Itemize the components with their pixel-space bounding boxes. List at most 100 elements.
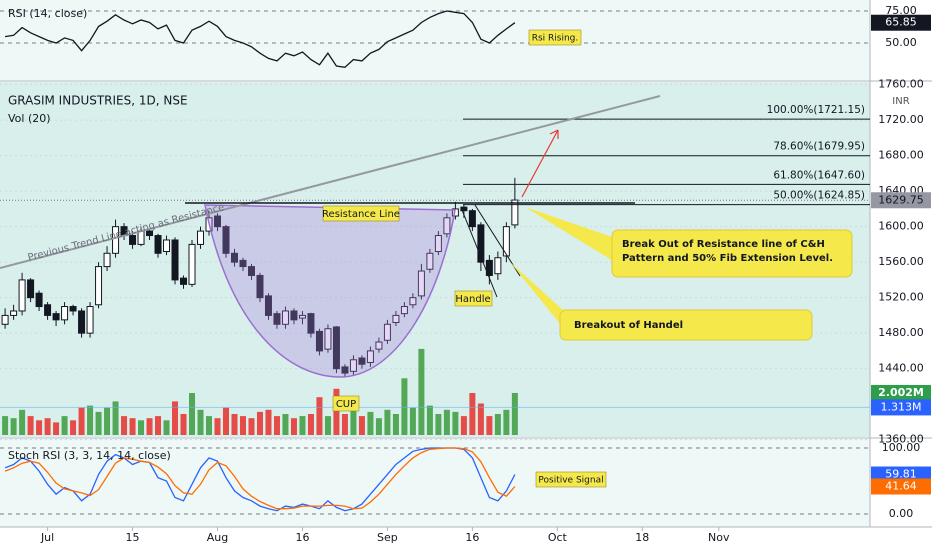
volume-bar bbox=[418, 348, 425, 435]
volume-bar bbox=[239, 416, 246, 435]
handle-line bbox=[474, 204, 521, 277]
annotation: CUP bbox=[336, 399, 356, 410]
candle-body bbox=[180, 277, 188, 285]
x-tick-label: 16 bbox=[465, 531, 479, 544]
candle-body bbox=[18, 279, 26, 312]
candle-body bbox=[52, 313, 60, 321]
candle-body bbox=[417, 270, 425, 297]
y-tick-label: 0.00 bbox=[889, 507, 914, 520]
candle-body bbox=[197, 230, 205, 245]
stoch-title: Stoch RSI (3, 3, 14, 14, close) bbox=[8, 449, 171, 462]
volume-bar bbox=[206, 416, 213, 435]
volume-bar bbox=[138, 420, 145, 435]
candle-body bbox=[112, 226, 120, 254]
volume-bar bbox=[231, 414, 238, 435]
volume-title: Vol (20) bbox=[8, 112, 51, 125]
x-tick-label: Aug bbox=[207, 531, 228, 544]
fib-label: 50.00%(1624.85) bbox=[773, 190, 865, 202]
candle-body bbox=[78, 310, 86, 334]
candle-body bbox=[95, 266, 103, 306]
candle-body bbox=[171, 239, 179, 281]
y-tick-label: 1360.00 bbox=[878, 433, 924, 446]
candle-body bbox=[230, 252, 238, 263]
volume-bar bbox=[78, 407, 85, 435]
candle-body bbox=[511, 199, 519, 226]
candle-body bbox=[485, 259, 493, 276]
candle-body bbox=[129, 235, 137, 245]
volume-bar bbox=[265, 409, 272, 435]
candle-body bbox=[383, 323, 391, 341]
candle-body bbox=[146, 230, 154, 237]
candle-body bbox=[290, 310, 298, 321]
fib-label: 100.00%(1721.15) bbox=[767, 104, 865, 116]
annotation: Handle bbox=[455, 294, 490, 305]
arrow-head bbox=[549, 129, 559, 139]
callout-text: Breakout of Handel bbox=[574, 320, 683, 331]
candle-body bbox=[443, 217, 451, 235]
candle-body bbox=[222, 226, 230, 254]
candle-body bbox=[264, 295, 272, 316]
y-tick-label: 1560.00 bbox=[878, 255, 924, 268]
callout-pointer bbox=[525, 207, 615, 262]
volume-bar bbox=[146, 418, 153, 435]
y-tick-label: 1600.00 bbox=[878, 220, 924, 233]
volume-bar bbox=[2, 416, 9, 435]
volume-bar bbox=[19, 409, 26, 435]
candle-body bbox=[358, 357, 366, 365]
y-tick-label: 1480.00 bbox=[878, 326, 924, 339]
volume-bar bbox=[401, 378, 408, 435]
candle-body bbox=[163, 239, 171, 253]
candle-body bbox=[307, 313, 315, 334]
last-value-label: 65.85 bbox=[885, 16, 917, 29]
candle-body bbox=[154, 235, 162, 254]
volume-bar bbox=[197, 409, 204, 435]
candle-body bbox=[332, 326, 340, 370]
volume-bar bbox=[27, 416, 34, 435]
fib-label: 78.60%(1679.95) bbox=[773, 141, 865, 153]
volume-bar bbox=[333, 388, 340, 435]
candle-body bbox=[324, 328, 332, 350]
volume-bar bbox=[367, 411, 374, 435]
volume-bar bbox=[95, 411, 102, 435]
volume-bar bbox=[460, 416, 467, 435]
candle-body bbox=[375, 341, 383, 350]
volume-bar bbox=[299, 416, 306, 435]
candle-body bbox=[35, 292, 43, 308]
candle-body bbox=[27, 279, 35, 299]
volume-bar bbox=[214, 418, 221, 435]
line-series bbox=[5, 10, 516, 68]
volume-bar bbox=[282, 414, 289, 435]
volume-bar bbox=[426, 405, 433, 435]
x-tick-label: Nov bbox=[708, 531, 730, 544]
volume-bar bbox=[290, 418, 297, 435]
volume-bar bbox=[155, 416, 162, 435]
candle-body bbox=[315, 330, 323, 352]
callout-pointer bbox=[510, 262, 565, 330]
candle-body bbox=[434, 235, 442, 253]
last-volume-box bbox=[871, 384, 931, 401]
volume-bar bbox=[384, 409, 391, 435]
volume-bar bbox=[70, 420, 77, 435]
candle-body bbox=[247, 266, 255, 276]
candle-body bbox=[273, 313, 281, 325]
y-tick-label: 1440.00 bbox=[878, 362, 924, 375]
candle-body bbox=[460, 206, 468, 212]
cup-shape bbox=[204, 204, 456, 378]
candle-body bbox=[494, 257, 502, 275]
volume-bar bbox=[409, 407, 416, 435]
volume-bar bbox=[222, 407, 229, 435]
rsi-pane bbox=[0, 0, 870, 80]
x-tick-label: 15 bbox=[126, 531, 140, 544]
volume-bar bbox=[61, 416, 68, 435]
currency: INR bbox=[892, 96, 909, 107]
volume-bar bbox=[443, 409, 450, 435]
label-box bbox=[332, 395, 360, 412]
volume-bar bbox=[324, 416, 331, 435]
volume-bar bbox=[10, 418, 17, 435]
label-box bbox=[528, 29, 582, 46]
candle-body bbox=[256, 274, 264, 299]
candle-body bbox=[341, 366, 349, 374]
callout-text: Break Out of Resistance line of C&H Patt… bbox=[622, 239, 833, 264]
volume-bar bbox=[307, 414, 314, 435]
volume-bar bbox=[163, 420, 170, 435]
